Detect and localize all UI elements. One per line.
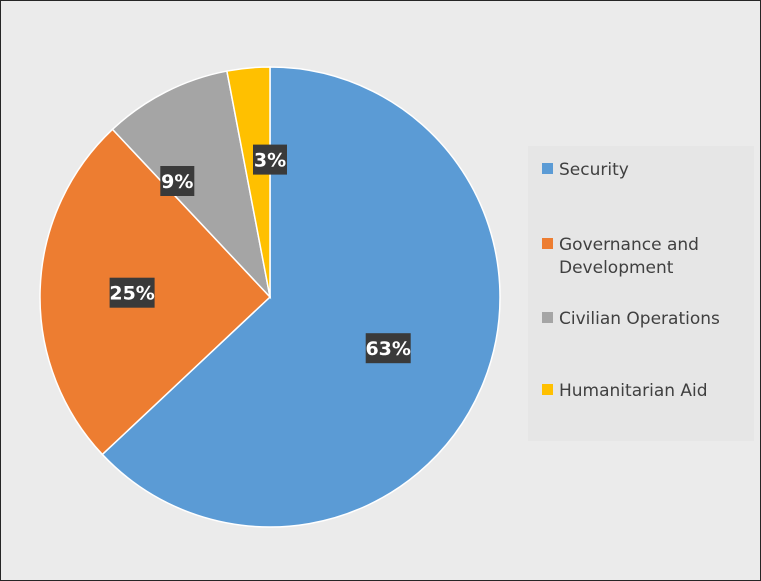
legend-swatch-civilian-operations xyxy=(542,312,553,323)
data-label-text-civilian-operations: 9% xyxy=(161,171,193,193)
data-label-civilian-operations: 9% xyxy=(160,166,195,196)
legend: Security Governance and Development Civi… xyxy=(528,146,754,441)
legend-swatch-security xyxy=(542,163,553,174)
data-label-governance: 25% xyxy=(109,277,155,308)
legend-item-governance: Governance and Development xyxy=(542,234,739,280)
data-label-box-security xyxy=(365,333,411,364)
data-label-security: 63% xyxy=(365,333,411,364)
pie-slice-governance xyxy=(39,128,272,456)
pie-slice-humanitarian-aid xyxy=(226,66,271,298)
data-label-text-governance: 25% xyxy=(109,283,154,305)
legend-label-governance: Governance and Development xyxy=(559,235,699,278)
legend-swatch-governance xyxy=(542,238,553,249)
legend-swatch-humanitarian-aid xyxy=(542,384,553,395)
legend-item-humanitarian-aid: Humanitarian Aid xyxy=(542,380,708,403)
data-label-humanitarian-aid: 3% xyxy=(253,144,287,175)
legend-item-civilian-operations: Civilian Operations xyxy=(542,308,720,331)
data-label-text-humanitarian-aid: 3% xyxy=(254,150,286,172)
legend-label-civilian-operations: Civilian Operations xyxy=(559,309,720,329)
legend-item-security: Security xyxy=(542,159,629,182)
pie-slice-security xyxy=(101,66,501,528)
data-label-text-security: 63% xyxy=(365,338,410,360)
data-label-box-governance xyxy=(109,277,155,308)
legend-label-security: Security xyxy=(559,160,629,180)
data-label-box-civilian-operations xyxy=(160,166,195,196)
data-label-box-humanitarian-aid xyxy=(253,144,287,175)
legend-label-humanitarian-aid: Humanitarian Aid xyxy=(559,381,708,401)
